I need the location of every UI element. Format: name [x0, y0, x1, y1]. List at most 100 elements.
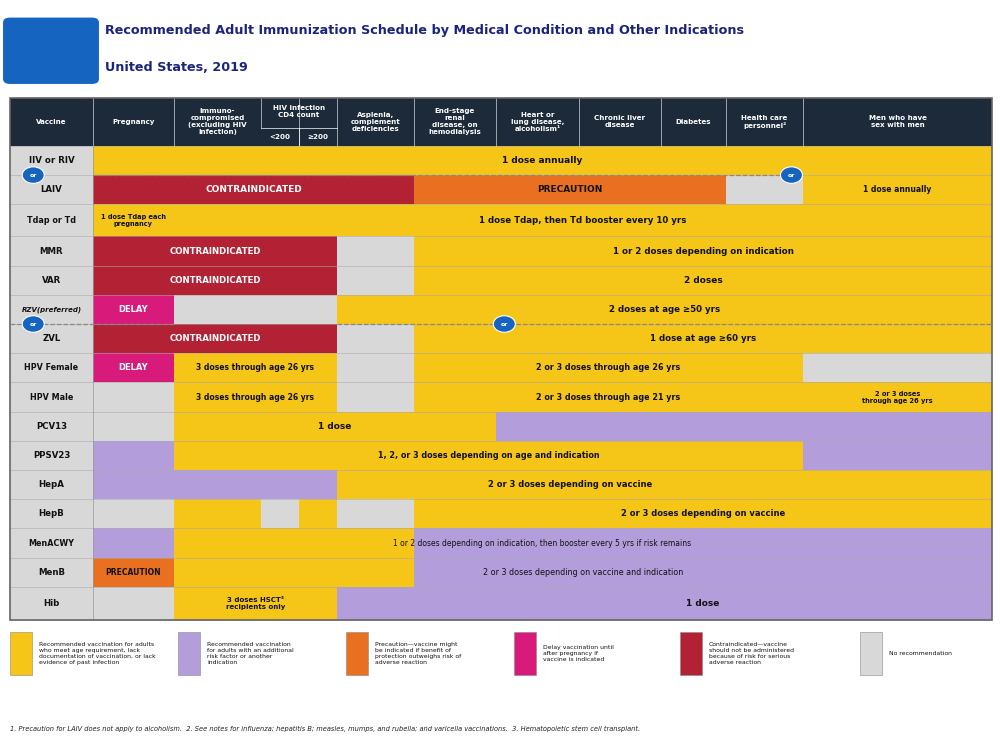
Text: CONTRAINDICATED: CONTRAINDICATED: [169, 276, 261, 285]
Bar: [174, 441, 803, 470]
Bar: [803, 353, 992, 383]
Text: CONTRAINDICATED: CONTRAINDICATED: [169, 334, 261, 343]
Text: 1 dose: 1 dose: [318, 422, 352, 431]
Bar: [174, 499, 261, 529]
Text: HPV Male: HPV Male: [30, 393, 73, 402]
Text: 3 doses HSCT³
recipients only: 3 doses HSCT³ recipients only: [226, 597, 285, 610]
Text: 2 or 3 doses depending on vaccine: 2 or 3 doses depending on vaccine: [488, 480, 652, 489]
Text: Delay vaccination until
after pregnancy if
vaccine is indicated: Delay vaccination until after pregnancy …: [543, 645, 614, 662]
Bar: [337, 499, 414, 529]
Bar: [414, 175, 726, 205]
Bar: [10, 470, 93, 499]
Bar: [414, 265, 992, 295]
Bar: [10, 265, 992, 295]
Text: Men who have
sex with men: Men who have sex with men: [869, 115, 926, 129]
Text: or: or: [788, 173, 795, 177]
Text: 2 or 3 doses through age 21 yrs: 2 or 3 doses through age 21 yrs: [536, 393, 681, 402]
Bar: [10, 411, 93, 441]
Bar: [10, 175, 992, 205]
Text: or: or: [30, 173, 37, 177]
Bar: [178, 632, 200, 675]
Bar: [680, 632, 702, 675]
Bar: [414, 236, 992, 265]
Text: CONTRAINDICATED: CONTRAINDICATED: [205, 185, 302, 194]
Bar: [10, 146, 93, 175]
Text: HepB: HepB: [39, 509, 64, 518]
Text: Recommended vaccination
for adults with an additional
risk factor or another
ind: Recommended vaccination for adults with …: [207, 642, 294, 665]
Bar: [10, 558, 93, 587]
Text: 1 dose at age ≥60 yrs: 1 dose at age ≥60 yrs: [650, 334, 756, 343]
Text: RZV(preferred): RZV(preferred): [21, 306, 82, 313]
Text: PRECAUTION: PRECAUTION: [537, 185, 603, 194]
Bar: [10, 383, 93, 411]
Bar: [299, 295, 337, 324]
Bar: [93, 411, 174, 441]
Text: ≥200: ≥200: [308, 134, 328, 140]
Text: 2 or 3 doses depending on vaccine and indication: 2 or 3 doses depending on vaccine and in…: [483, 568, 683, 577]
Bar: [174, 353, 337, 383]
Text: Pregnancy: Pregnancy: [112, 119, 155, 125]
Text: 2 or 3 doses depending on vaccine: 2 or 3 doses depending on vaccine: [621, 509, 785, 518]
Text: Precaution—vaccine might
be indicated if benefit of
protection outweighs risk of: Precaution—vaccine might be indicated if…: [375, 642, 461, 665]
Bar: [10, 499, 992, 529]
Text: Hib: Hib: [43, 599, 60, 608]
Bar: [93, 353, 174, 383]
Bar: [337, 587, 414, 620]
Text: PPSV23: PPSV23: [33, 451, 70, 460]
Text: HIV infection
CD4 count: HIV infection CD4 count: [273, 105, 325, 118]
Text: PCV13: PCV13: [36, 422, 67, 431]
Bar: [261, 295, 299, 324]
Bar: [93, 587, 174, 620]
Bar: [10, 236, 992, 265]
Bar: [803, 470, 992, 499]
Text: Diabetes: Diabetes: [676, 119, 711, 125]
Text: 1. Precaution for LAIV does not apply to alcoholism.  2. See notes for influenza: 1. Precaution for LAIV does not apply to…: [10, 726, 640, 732]
Bar: [337, 324, 414, 353]
Text: or: or: [30, 322, 37, 326]
Bar: [93, 265, 337, 295]
Bar: [93, 441, 174, 470]
Bar: [93, 383, 174, 411]
Bar: [10, 98, 992, 620]
Bar: [10, 295, 992, 324]
Text: No recommendation: No recommendation: [889, 651, 952, 656]
Text: 2 or 3 doses
through age 26 yrs: 2 or 3 doses through age 26 yrs: [862, 390, 933, 404]
Bar: [93, 146, 992, 175]
Text: 3 doses through age 26 yrs: 3 doses through age 26 yrs: [196, 363, 314, 372]
Bar: [174, 295, 261, 324]
Text: United States, 2019: United States, 2019: [105, 61, 248, 74]
Text: Heart or
lung disease,
alcoholism¹: Heart or lung disease, alcoholism¹: [511, 112, 564, 132]
Text: LAIV: LAIV: [41, 185, 62, 194]
Bar: [346, 632, 368, 675]
Bar: [10, 295, 93, 324]
Bar: [174, 529, 414, 558]
Bar: [803, 441, 992, 470]
Text: or: or: [501, 322, 508, 326]
Bar: [10, 353, 93, 383]
Text: Asplenia,
complement
deficiencies: Asplenia, complement deficiencies: [351, 112, 400, 132]
Bar: [10, 98, 992, 146]
Text: 1 dose Tdap each
pregnancy: 1 dose Tdap each pregnancy: [101, 214, 166, 227]
Text: MenB: MenB: [38, 568, 65, 577]
Bar: [414, 558, 992, 587]
Text: Chronic liver
disease: Chronic liver disease: [594, 115, 646, 129]
Bar: [414, 324, 992, 353]
Bar: [414, 353, 803, 383]
Bar: [10, 558, 992, 587]
Text: 3 doses through age 26 yrs: 3 doses through age 26 yrs: [196, 393, 314, 402]
Text: VAR: VAR: [42, 276, 61, 285]
Bar: [10, 236, 93, 265]
Text: HPV Female: HPV Female: [24, 363, 79, 372]
Bar: [10, 205, 992, 236]
Bar: [93, 324, 337, 353]
Bar: [860, 632, 882, 675]
Bar: [174, 558, 414, 587]
Bar: [10, 632, 32, 675]
Bar: [337, 295, 992, 324]
Text: Tdap or Td: Tdap or Td: [27, 216, 76, 225]
Text: 1 dose annually: 1 dose annually: [863, 185, 932, 194]
Bar: [803, 175, 992, 205]
Bar: [10, 411, 992, 441]
Text: Recommended vaccination for adults
who meet age requirement, lack
documentation : Recommended vaccination for adults who m…: [39, 642, 156, 665]
Text: 2 or 3 doses through age 26 yrs: 2 or 3 doses through age 26 yrs: [536, 363, 681, 372]
